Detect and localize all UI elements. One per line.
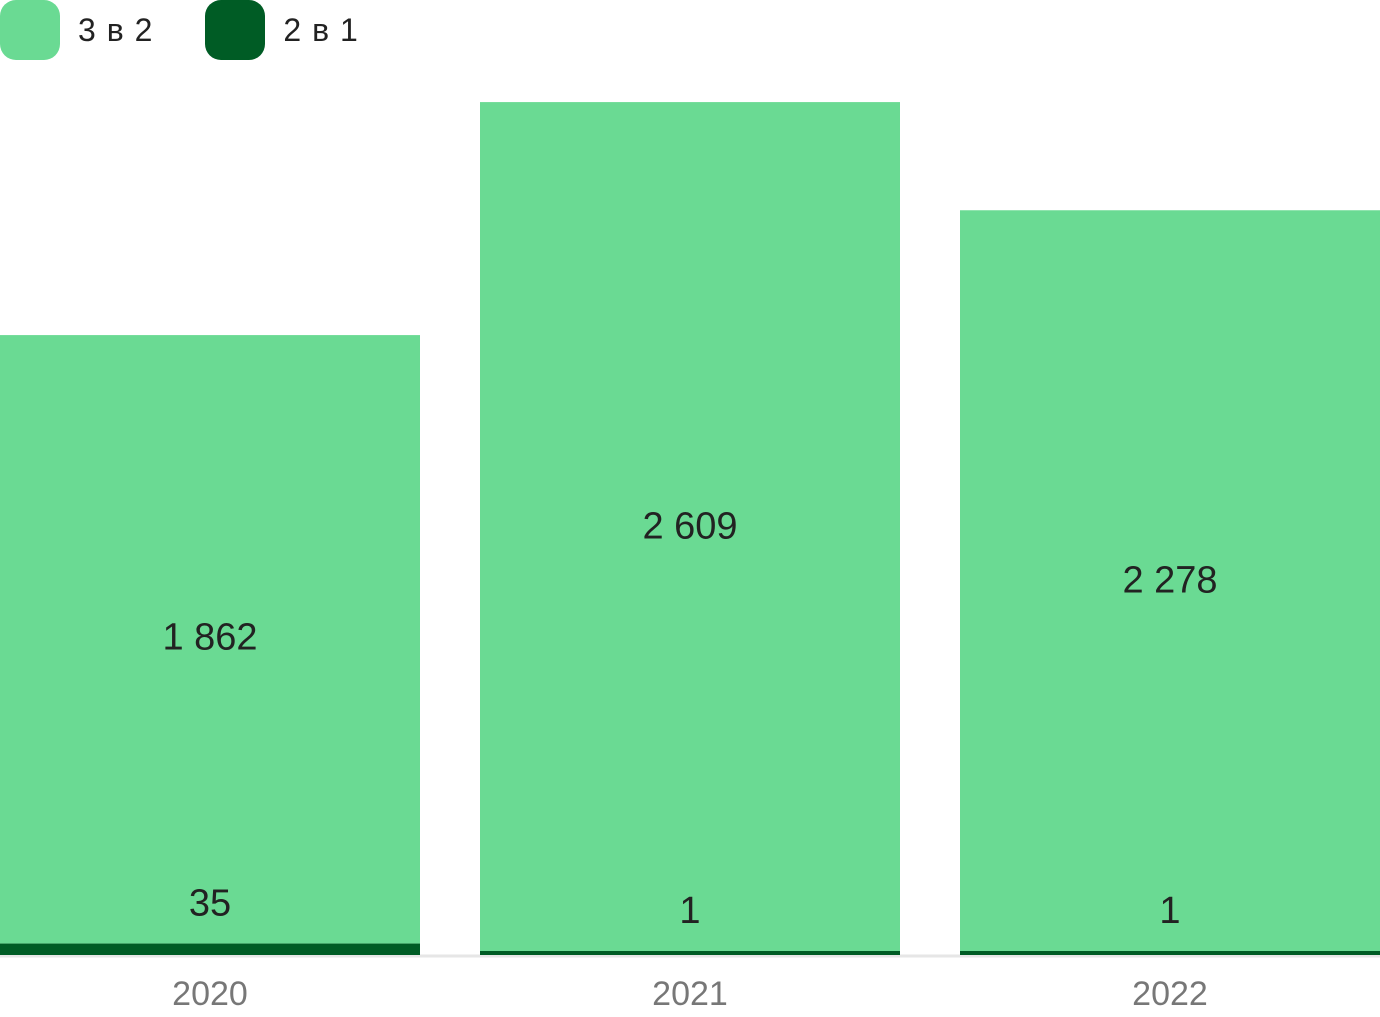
legend-swatch-3v2 <box>0 0 60 60</box>
bar-2v1-2022 <box>960 951 1380 955</box>
legend: 3 в 2 2 в 1 <box>0 0 411 60</box>
value-label-2v1-2021: 1 <box>679 890 700 932</box>
bar-2v1-2020 <box>0 943 420 955</box>
value-label-3v2-2022: 2 278 <box>1122 559 1217 601</box>
bar-3v2-2021 <box>480 102 900 955</box>
legend-item-2v1: 2 в 1 <box>205 0 358 60</box>
x-tick-label-2022: 2022 <box>1132 975 1208 1013</box>
legend-label-3v2: 3 в 2 <box>78 11 154 48</box>
bar-3v2-2022 <box>960 210 1380 955</box>
x-tick-label-2020: 2020 <box>172 975 248 1013</box>
legend-item-3v2: 3 в 2 <box>0 0 153 60</box>
legend-swatch-2v1 <box>205 0 266 60</box>
bar-3v2-2020 <box>0 335 420 944</box>
x-tick-label-2021: 2021 <box>652 975 728 1013</box>
value-label-2v1-2022: 1 <box>1159 890 1180 932</box>
value-label-2v1-2020: 35 <box>189 883 231 925</box>
bar-2v1-2021 <box>480 951 900 955</box>
value-label-3v2-2020: 1 862 <box>162 616 257 658</box>
legend-label-2v1: 2 в 1 <box>283 11 359 48</box>
value-label-3v2-2021: 2 609 <box>642 505 737 547</box>
